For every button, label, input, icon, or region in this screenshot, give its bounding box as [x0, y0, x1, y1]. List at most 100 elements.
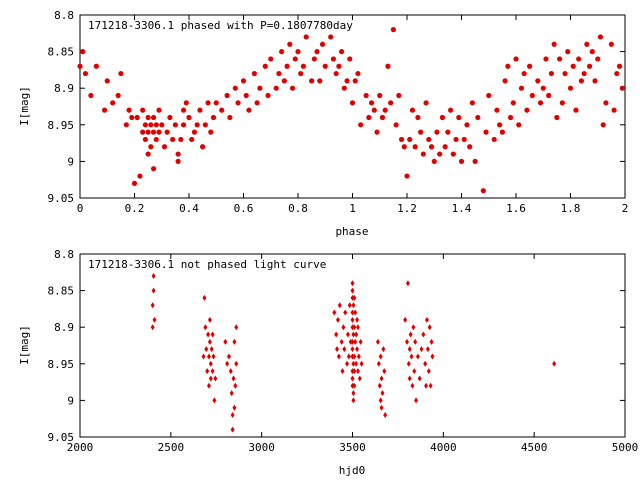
phased-y-tick-label: 8.95 [48, 119, 75, 132]
phased-data-point [287, 41, 293, 47]
unphased-data-point [415, 353, 420, 360]
unphased-data-point [343, 309, 348, 316]
phased-data-point [358, 122, 364, 128]
phased-data-point [483, 129, 489, 135]
phased-data-point [243, 92, 249, 99]
phased-data-point [273, 85, 279, 91]
unphased-data-point [337, 302, 342, 309]
phased-data-point [148, 144, 154, 150]
phased-data-point [150, 166, 157, 172]
phased-data-point [175, 158, 181, 164]
phased-data-point [172, 122, 178, 128]
phased-data-point [240, 78, 247, 84]
unphased-data-point [231, 375, 236, 382]
phased-data-point [210, 114, 217, 121]
phased-data-point [551, 41, 557, 47]
phased-data-point [156, 129, 162, 135]
phased-data-point [398, 136, 405, 143]
phased-data-point [505, 63, 511, 69]
unphased-data-point [232, 338, 237, 345]
unphased-data-point [341, 324, 346, 331]
phased-data-point [140, 107, 146, 113]
unphased-data-point [412, 368, 417, 375]
unphased-data-point [209, 346, 214, 353]
phased-y-tick-label: 9.05 [48, 192, 75, 205]
phased-data-point [317, 78, 323, 84]
phased-data-point [224, 92, 230, 99]
phased-data-point [366, 114, 372, 121]
unphased-data-point [352, 353, 357, 360]
unphased-data-point [375, 338, 380, 345]
phased-data-point [219, 107, 225, 113]
phased-data-point [581, 70, 587, 77]
phased-data-point [450, 151, 456, 157]
unphased-data-point [210, 368, 215, 375]
phased-data-point [319, 41, 326, 47]
unphased-data-point [210, 331, 215, 338]
phased-data-point [461, 136, 467, 143]
phased-data-point [262, 63, 268, 69]
unphased-data-point [355, 368, 360, 375]
unphased-data-point [351, 397, 356, 404]
phased-data-point [494, 107, 500, 113]
unphased-data-point [355, 316, 360, 323]
unphased-data-point [350, 280, 355, 287]
phased-data-point [415, 114, 421, 121]
phased-data-point [159, 122, 165, 128]
unphased-data-point [233, 382, 238, 389]
unphased-data-point [204, 346, 209, 353]
phased-data-point [524, 107, 530, 113]
unphased-data-point [208, 375, 213, 382]
phased-data-point [614, 70, 620, 77]
phased-data-point [546, 92, 552, 99]
phased-data-point [80, 49, 86, 55]
phased-data-point [142, 136, 148, 143]
phased-data-point [175, 151, 181, 157]
phased-x-tick-label: 0.6 [234, 202, 254, 215]
unphased-data-point [152, 316, 157, 323]
phased-data-point [167, 114, 173, 121]
phased-data-point [268, 56, 274, 62]
phased-data-point [562, 70, 568, 77]
phased-data-point [502, 78, 508, 84]
phased-data-point [257, 85, 263, 91]
phased-data-point [197, 107, 203, 113]
phased-data-point [600, 122, 606, 128]
phased-data-point [300, 63, 307, 69]
phased-data-point [527, 63, 533, 69]
unphased-data-point [208, 360, 213, 367]
phased-data-point [289, 85, 296, 91]
phased-data-point [279, 49, 285, 55]
unphased-data-point [230, 412, 235, 419]
phased-data-point [418, 129, 424, 135]
phased-data-point [202, 122, 208, 128]
phased-data-point [309, 78, 315, 84]
phased-x-tick-label: 0.4 [179, 202, 199, 215]
phased-data-point [118, 70, 124, 77]
unphased-data-point [377, 382, 382, 389]
phased-data-point [295, 49, 301, 55]
unphased-data-point [428, 382, 433, 389]
phased-data-point [363, 92, 369, 99]
phased-data-point [589, 49, 595, 55]
unphased-data-point [346, 353, 351, 360]
phased-data-point [246, 107, 252, 113]
unphased-data-point [430, 353, 435, 360]
phased-data-point [189, 136, 195, 143]
unphased-data-point [345, 331, 350, 338]
phased-data-point [110, 100, 116, 106]
unphased-data-point [350, 338, 355, 345]
phased-data-point [126, 107, 132, 113]
phased-data-point [104, 78, 110, 84]
phased-y-tick-label: 9 [67, 155, 74, 168]
unphased-data-point [424, 382, 429, 389]
unphased-data-point [356, 353, 361, 360]
unphased-x-tick-label: 2500 [158, 441, 185, 454]
phased-x-tick-label: 1.8 [561, 202, 581, 215]
phased-data-point [467, 144, 473, 150]
phased-data-point [401, 144, 407, 150]
phased-data-point [431, 158, 437, 164]
unphased-data-point [357, 375, 362, 382]
phased-light-curve-panel: 171218-3306.1 phased with P=0.1807780day… [18, 9, 628, 238]
unphased-data-point [421, 331, 426, 338]
